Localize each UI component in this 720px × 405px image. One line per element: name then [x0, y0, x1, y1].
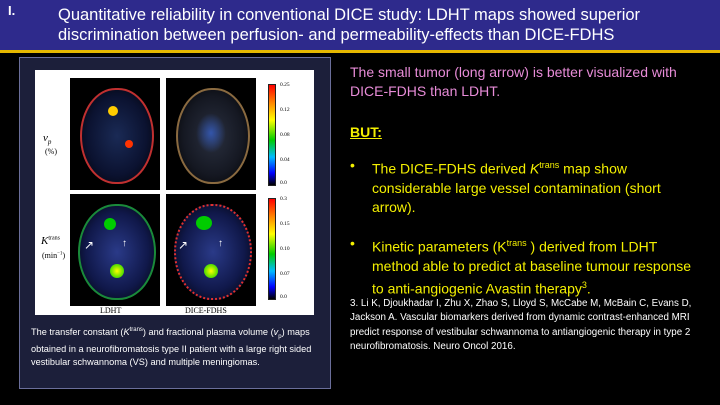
bullet-dot: •	[350, 157, 355, 173]
row1-unit: (%)	[45, 147, 57, 156]
scale-tick: 0.07	[280, 271, 290, 277]
slide-number: I.	[8, 3, 16, 18]
bullet-text: Kinetic parameters (Ktrans ) derived fro…	[372, 238, 692, 297]
scale-tick: 0.0	[280, 294, 287, 300]
brain-outline	[174, 204, 252, 300]
scale-tick: 0.0	[280, 180, 287, 186]
row2-label: Ktrans	[41, 235, 61, 247]
scale-tick: 0.08	[280, 132, 290, 138]
colorbar-ktrans	[268, 198, 276, 300]
scale-tick: 0.10	[280, 246, 290, 252]
long-arrow: ↗	[84, 238, 95, 252]
short-arrow: ↑	[122, 238, 127, 249]
mri-figure: vp (%) Ktrans (min−1) ↗ ↑	[35, 70, 314, 315]
tumor-highlight	[104, 218, 116, 230]
col2-label: DICE-FDHS	[185, 306, 227, 315]
scale-tick: 0.12	[280, 107, 290, 113]
vessel-highlight	[125, 140, 133, 148]
brain-outline	[78, 204, 156, 300]
tumor-highlight	[204, 264, 218, 278]
scale-tick: 0.04	[280, 157, 290, 163]
brain-outline	[176, 88, 250, 184]
title-bar: I. Quantitative reliability in conventio…	[0, 0, 720, 53]
row1-label: vp	[43, 132, 52, 147]
slide-title: Quantitative reliability in conventional…	[58, 6, 641, 44]
long-arrow: ↗	[178, 238, 189, 252]
dice-ktrans-map: ↗ ↑	[166, 194, 256, 306]
reference-text: 3. Li K, Djoukhadar I, Zhu X, Zhao S, Ll…	[350, 298, 692, 352]
ldht-vp-map	[70, 78, 160, 190]
bullet-dot: •	[350, 235, 355, 251]
vessel-highlight	[108, 106, 118, 116]
scale-tick: 0.25	[280, 82, 290, 88]
scale-tick: 0.15	[280, 221, 290, 227]
bullet-text: The DICE-FDHS derived Ktrans map show co…	[372, 160, 661, 215]
vessel-highlight	[196, 216, 212, 230]
scale-tick: 0.3	[280, 196, 287, 202]
brain-outline	[80, 88, 154, 184]
row2-unit: (min−1)	[42, 251, 66, 260]
tumor-highlight	[110, 264, 124, 278]
figure-panel: vp (%) Ktrans (min−1) ↗ ↑	[19, 57, 331, 389]
col1-label: LDHT	[100, 306, 122, 315]
but-heading: BUT:	[350, 124, 382, 140]
short-arrow: ↑	[218, 238, 223, 249]
intro-text: The small tumor (long arrow) is better v…	[350, 64, 677, 99]
vessel-highlight	[196, 113, 226, 153]
colorbar-vp	[268, 84, 276, 186]
dice-vp-map	[166, 78, 256, 190]
ldht-ktrans-map: ↗ ↑	[70, 194, 160, 306]
figure-caption: The transfer constant (Ktrans) and fract…	[31, 327, 312, 367]
